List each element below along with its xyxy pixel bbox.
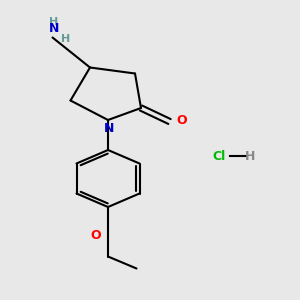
Text: H: H [245,149,256,163]
Text: N: N [104,122,115,134]
Text: O: O [176,113,187,127]
Text: N: N [49,22,59,34]
Text: Cl: Cl [212,149,226,163]
Text: O: O [91,229,101,242]
Text: H: H [50,17,58,27]
Text: H: H [61,34,71,44]
